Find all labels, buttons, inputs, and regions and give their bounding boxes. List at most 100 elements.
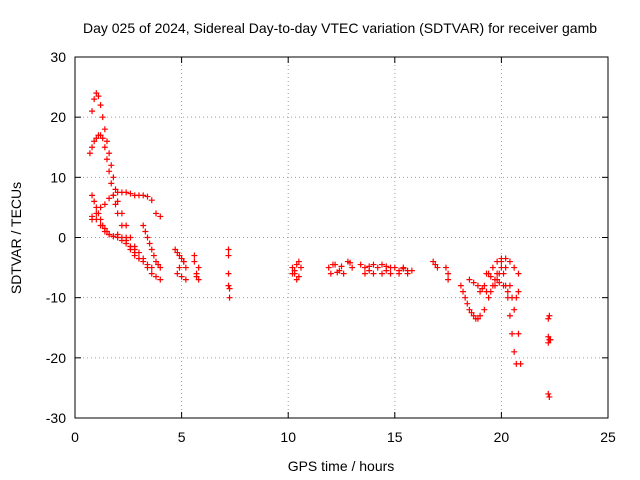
data-point — [289, 264, 296, 271]
data-point — [101, 228, 108, 235]
x-tick-label: 25 — [600, 429, 616, 445]
data-point — [176, 264, 183, 271]
data-point — [430, 258, 437, 265]
data-point — [106, 168, 113, 175]
data-point — [89, 192, 96, 199]
data-point — [515, 270, 522, 277]
data-point — [293, 276, 300, 283]
data-point — [297, 264, 304, 271]
y-tick-label: -10 — [46, 290, 66, 306]
data-point — [91, 198, 98, 205]
series-track-e — [89, 213, 164, 283]
data-point — [101, 201, 108, 208]
series-cluster-5h — [172, 246, 189, 283]
data-point — [101, 126, 108, 133]
data-point — [112, 201, 119, 208]
plot-frame — [74, 56, 609, 419]
axis-ticks — [74, 56, 609, 419]
x-tick-label: 5 — [178, 429, 186, 445]
data-point — [349, 264, 356, 271]
data-point — [153, 273, 160, 280]
data-point — [370, 270, 377, 277]
data-point — [347, 259, 354, 266]
data-point — [157, 213, 164, 220]
data-point — [148, 270, 155, 277]
data-point — [474, 282, 481, 289]
data-point — [546, 393, 553, 400]
data-point — [470, 279, 477, 286]
data-point — [434, 264, 441, 271]
data-point — [114, 210, 121, 217]
series-track-i — [477, 255, 524, 367]
data-point — [114, 234, 121, 241]
data-point — [131, 252, 138, 259]
data-point — [176, 252, 183, 259]
data-point — [334, 269, 341, 276]
data-point — [515, 288, 522, 295]
data-point — [468, 309, 475, 316]
data-point — [404, 267, 411, 274]
y-tick-label: -30 — [46, 410, 66, 426]
data-point — [470, 312, 477, 319]
data-point — [511, 348, 518, 355]
data-point — [174, 249, 181, 256]
data-point — [93, 216, 100, 223]
data-point — [91, 96, 98, 103]
grid — [75, 57, 608, 418]
data-point — [123, 240, 130, 247]
data-point — [157, 276, 164, 283]
data-point — [474, 315, 481, 322]
data-point — [327, 270, 334, 277]
data-point — [400, 265, 407, 272]
series-cluster-12_13h — [325, 258, 356, 277]
data-point — [477, 312, 484, 319]
x-axis-label: GPS time / hours — [288, 458, 395, 474]
data-point — [226, 294, 233, 301]
series-cluster-7_2h — [225, 246, 233, 301]
data-point — [483, 270, 490, 277]
data-point — [140, 222, 147, 229]
data-point — [500, 270, 507, 277]
data-point — [500, 282, 507, 289]
data-point — [325, 264, 332, 271]
data-point — [99, 114, 106, 121]
data-point — [97, 132, 104, 139]
data-point — [489, 264, 496, 271]
data-point — [155, 261, 162, 268]
data-point — [89, 213, 96, 220]
data-point — [511, 306, 518, 313]
data-point — [445, 270, 452, 277]
data-point — [148, 197, 155, 204]
series-track-b — [86, 132, 142, 262]
data-point — [140, 258, 147, 265]
data-point — [112, 186, 119, 193]
y-tick-label: 30 — [50, 49, 66, 65]
data-point — [460, 288, 467, 295]
data-point — [464, 300, 471, 307]
series-track-d — [89, 189, 164, 223]
chart-title: Day 025 of 2024, Sidereal Day-to-day VTE… — [83, 20, 597, 36]
data-point — [357, 261, 364, 268]
data-point — [457, 282, 464, 289]
data-point — [97, 204, 104, 211]
data-point — [502, 264, 509, 271]
data-point — [340, 270, 347, 277]
data-point — [481, 306, 488, 313]
data-point — [506, 282, 513, 289]
data-point — [506, 258, 513, 265]
data-point — [289, 270, 296, 277]
data-point — [396, 270, 403, 277]
data-point — [182, 276, 189, 283]
data-point — [153, 210, 160, 217]
data-point — [108, 180, 115, 187]
data-point — [106, 195, 113, 202]
data-point — [101, 144, 108, 151]
data-point — [157, 264, 164, 271]
series-track-c — [89, 192, 138, 253]
data-point — [498, 255, 505, 262]
data-point — [146, 240, 153, 247]
data-point — [95, 93, 102, 100]
data-point — [383, 263, 390, 270]
data-point — [191, 252, 198, 259]
